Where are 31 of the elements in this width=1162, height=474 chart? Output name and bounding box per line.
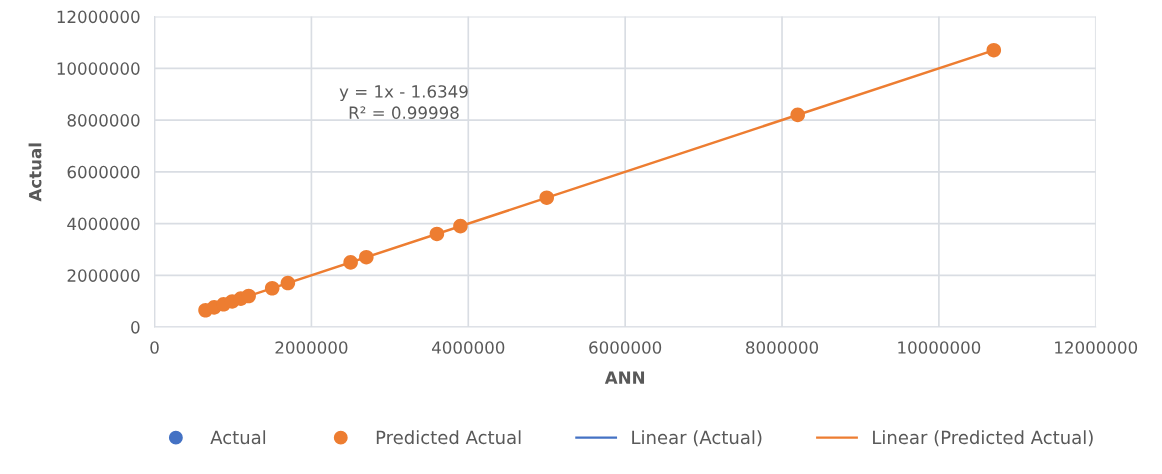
point [359,249,374,265]
point [790,107,805,123]
legend-label: Linear (Predicted Actual) [873,430,1093,447]
y-axis-title: Actual [28,143,42,202]
x-tick-label: 8000000 [746,341,819,354]
point [264,280,280,296]
y-tick-label: 2000000 [67,269,140,282]
y-tick-label: 6000000 [67,165,140,179]
point [429,226,445,242]
point [241,288,256,304]
x-tick-label: 6000000 [589,341,662,354]
x-tick-label: 0 [150,341,159,354]
y-tick-label: 10000000 [57,62,140,75]
point [539,190,554,205]
x-tick-label: 10000000 [898,341,981,354]
x-tick-label: 4000000 [431,341,505,354]
y-tick-label: 8000000 [67,114,140,127]
point [453,218,468,234]
x-tick-label: 2000000 [275,341,348,354]
y-tick-label: 4000000 [67,217,140,231]
legend-label: Actual [210,430,266,445]
legend-label: Predicted Actual [376,430,521,445]
x-tick-label: 12000000 [1055,341,1138,354]
point [986,42,1002,58]
point [343,255,358,270]
point [280,275,296,291]
y-tick-label: 12000000 [57,10,140,24]
y-tick-label: 0 [131,321,140,334]
legend-label: Linear (Actual) [632,430,762,447]
x-axis-title: ANN [604,371,645,384]
annotation: y = 1x - 1.6349 R² = 0.99998 [339,85,468,119]
